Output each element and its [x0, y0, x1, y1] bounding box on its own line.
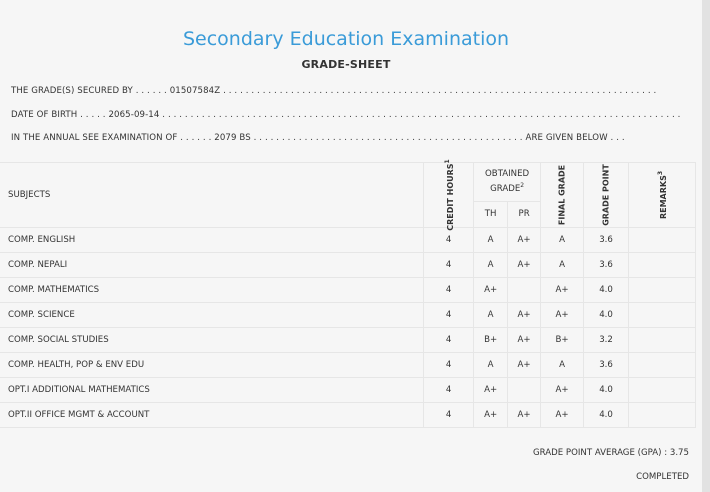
- final-grade-cell: A+: [540, 277, 585, 303]
- table-row: OPT.I ADDITIONAL MATHEMATICS 4 A+ A+ 4.0: [0, 377, 696, 403]
- pr-grade-cell: A+: [507, 302, 542, 328]
- grade-point-cell: 4.0: [583, 302, 630, 328]
- grade-table: SUBJECTS CREDIT HOURS1 OBTAINED GRADE2 F…: [0, 159, 696, 428]
- grade-point-cell: 3.2: [583, 327, 630, 353]
- grade-point-cell: 3.6: [583, 352, 630, 378]
- symbol-number: 01507584Z: [169, 86, 221, 96]
- grade-point-cell: 4.0: [583, 377, 630, 403]
- dob-prefix: DATE OF BIRTH . . . . .: [11, 110, 106, 120]
- remarks-cell: [628, 377, 696, 403]
- final-grade-header: FINAL GRADE: [540, 162, 585, 228]
- table-row: COMP. HEALTH, POP & ENV EDU 4 A A+ A 3.6: [0, 352, 696, 378]
- remarks-cell: [628, 352, 696, 378]
- pr-grade-cell: A+: [507, 252, 542, 278]
- sheet-title: GRADE-SHEET: [301, 58, 391, 71]
- exam-prefix: IN THE ANNUAL SEE EXAMINATION OF . . . .…: [11, 133, 212, 143]
- subjects-header: SUBJECTS: [0, 162, 425, 228]
- subject-cell: COMP. MATHEMATICS: [0, 277, 425, 303]
- remarks-cell: [628, 227, 696, 253]
- pr-grade-cell: [507, 377, 542, 403]
- final-grade-cell: A: [540, 227, 585, 253]
- th-grade-cell: A+: [473, 377, 509, 403]
- grade-point-cell: 4.0: [583, 277, 630, 303]
- status-text: COMPLETED: [636, 472, 689, 482]
- grade-point-cell: 4.0: [583, 402, 630, 428]
- final-grade-cell: B+: [540, 327, 585, 353]
- right-edge-bar: [702, 0, 710, 492]
- exam-year: 2079 BS: [214, 133, 251, 143]
- credit-cell: 4: [423, 327, 475, 353]
- remarks-cell: [628, 327, 696, 353]
- final-grade-cell: A+: [540, 402, 585, 428]
- pr-grade-cell: A+: [507, 402, 542, 428]
- grade-point-header: GRADE POINT: [583, 162, 630, 228]
- grade-point-cell: 3.6: [583, 227, 630, 253]
- th-grade-cell: A+: [473, 277, 509, 303]
- exam-line: IN THE ANNUAL SEE EXAMINATION OF . . . .…: [11, 133, 625, 143]
- th-grade-cell: A: [473, 252, 509, 278]
- table-row: COMP. SOCIAL STUDIES 4 B+ A+ B+ 3.2: [0, 327, 696, 353]
- subject-cell: OPT.I ADDITIONAL MATHEMATICS: [0, 377, 425, 403]
- th-grade-cell: A+: [473, 402, 509, 428]
- final-grade-cell: A+: [540, 377, 585, 403]
- subject-cell: COMP. SOCIAL STUDIES: [0, 327, 425, 353]
- pr-grade-cell: A+: [507, 227, 542, 253]
- final-grade-cell: A: [540, 252, 585, 278]
- subject-cell: COMP. NEPALI: [0, 252, 425, 278]
- final-grade-cell: A: [540, 352, 585, 378]
- obtained-grade-header: OBTAINED GRADE2: [473, 162, 542, 202]
- credit-cell: 4: [423, 277, 475, 303]
- table-row: COMP. ENGLISH 4 A A+ A 3.6: [0, 227, 696, 253]
- subject-cell: COMP. SCIENCE: [0, 302, 425, 328]
- exam-suffix: . . . . . . . . . . . . . . . . . . . . …: [253, 133, 625, 143]
- table-row: COMP. MATHEMATICS 4 A+ A+ 4.0: [0, 277, 696, 303]
- remarks-header: REMARKS3: [628, 162, 696, 228]
- remarks-cell: [628, 252, 696, 278]
- credit-cell: 4: [423, 302, 475, 328]
- table-row: COMP. NEPALI 4 A A+ A 3.6: [0, 252, 696, 278]
- credit-cell: 4: [423, 227, 475, 253]
- dob-suffix: . . . . . . . . . . . . . . . . . . . . …: [162, 110, 681, 120]
- secured-by-prefix: THE GRADE(S) SECURED BY . . . . . .: [11, 86, 167, 96]
- exam-title: Secondary Education Examination: [182, 28, 510, 50]
- pr-grade-cell: A+: [507, 327, 542, 353]
- credit-hours-header: CREDIT HOURS1: [423, 159, 475, 231]
- final-grade-cell: A+: [540, 302, 585, 328]
- subject-cell: COMP. HEALTH, POP & ENV EDU: [0, 352, 425, 378]
- subject-cell: COMP. ENGLISH: [0, 227, 425, 253]
- table-row: OPT.II OFFICE MGMT & ACCOUNT 4 A+ A+ A+ …: [0, 402, 696, 428]
- secured-by-suffix: . . . . . . . . . . . . . . . . . . . . …: [223, 86, 657, 96]
- th-grade-cell: B+: [473, 327, 509, 353]
- remarks-cell: [628, 277, 696, 303]
- table-row: COMP. SCIENCE 4 A A+ A+ 4.0: [0, 302, 696, 328]
- remarks-cell: [628, 302, 696, 328]
- subject-cell: OPT.II OFFICE MGMT & ACCOUNT: [0, 402, 425, 428]
- pr-grade-cell: [507, 277, 542, 303]
- secured-by-line: THE GRADE(S) SECURED BY . . . . . . 0150…: [11, 86, 656, 96]
- th-grade-cell: A: [473, 227, 509, 253]
- remarks-cell: [628, 402, 696, 428]
- credit-cell: 4: [423, 402, 475, 428]
- th-grade-cell: A: [473, 352, 509, 378]
- th-grade-cell: A: [473, 302, 509, 328]
- credit-cell: 4: [423, 352, 475, 378]
- credit-cell: 4: [423, 377, 475, 403]
- dob-line: DATE OF BIRTH . . . . . 2065-09-14 . . .…: [11, 110, 680, 120]
- grade-point-cell: 3.6: [583, 252, 630, 278]
- pr-grade-cell: A+: [507, 352, 542, 378]
- gpa-summary: GRADE POINT AVERAGE (GPA) : 3.75: [532, 448, 689, 458]
- th-header: TH: [473, 200, 509, 229]
- date-of-birth: 2065-09-14: [108, 110, 160, 120]
- pr-header: PR: [507, 200, 542, 229]
- credit-cell: 4: [423, 252, 475, 278]
